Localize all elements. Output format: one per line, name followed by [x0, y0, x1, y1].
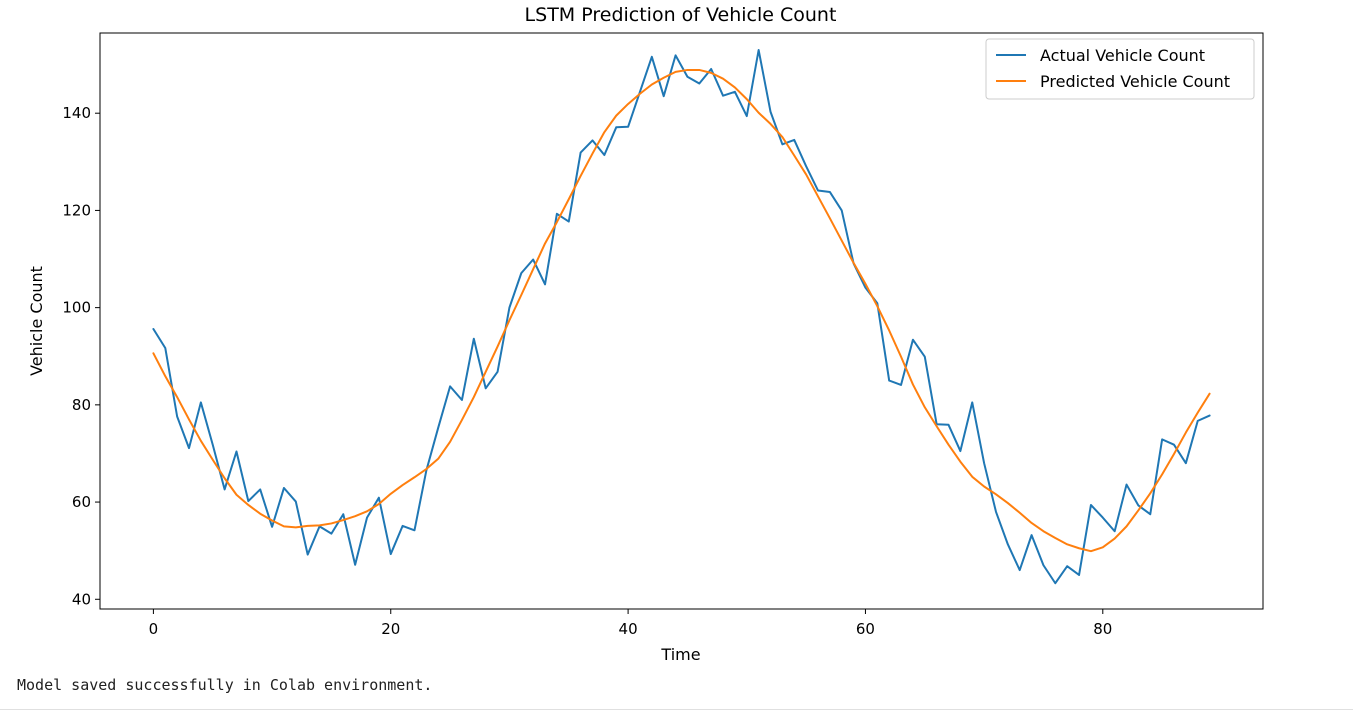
x-tick-label: 0 — [149, 620, 159, 638]
series-line-actual — [152, 49, 1211, 585]
y-tick-label: 140 — [62, 104, 91, 122]
legend-box — [985, 38, 1255, 100]
x-tick-label: 20 — [381, 620, 400, 638]
y-tick-label: 80 — [72, 396, 91, 414]
legend-label-predicted: Predicted Vehicle Count — [1040, 72, 1230, 91]
y-tick-label: 100 — [62, 299, 91, 317]
legend: Actual Vehicle Count Predicted Vehicle C… — [985, 38, 1255, 100]
plot-frame — [99, 32, 1264, 610]
x-axis: 0 20 40 60 80 — [149, 609, 1112, 638]
output-divider — [0, 709, 1353, 710]
line-chart: LSTM Prediction of Vehicle Count 0 20 40 60… — [27, 4, 1264, 664]
plot-area — [152, 49, 1211, 585]
y-tick-label: 60 — [72, 493, 91, 511]
y-tick-label: 40 — [72, 590, 91, 608]
y-axis-label: Vehicle Count — [27, 266, 46, 376]
y-axis: 40 60 80 100 120 140 — [62, 104, 100, 608]
chart-title: LSTM Prediction of Vehicle Count — [525, 4, 837, 26]
x-tick-label: 60 — [856, 620, 875, 638]
y-tick-label: 120 — [62, 201, 91, 219]
x-axis-label: Time — [660, 645, 700, 664]
legend-label-actual: Actual Vehicle Count — [1040, 46, 1205, 65]
cell-output-text: Model saved successfully in Colab enviro… — [17, 676, 433, 694]
x-tick-label: 80 — [1093, 620, 1112, 638]
x-tick-label: 40 — [619, 620, 638, 638]
series-line-predicted — [152, 68, 1211, 553]
